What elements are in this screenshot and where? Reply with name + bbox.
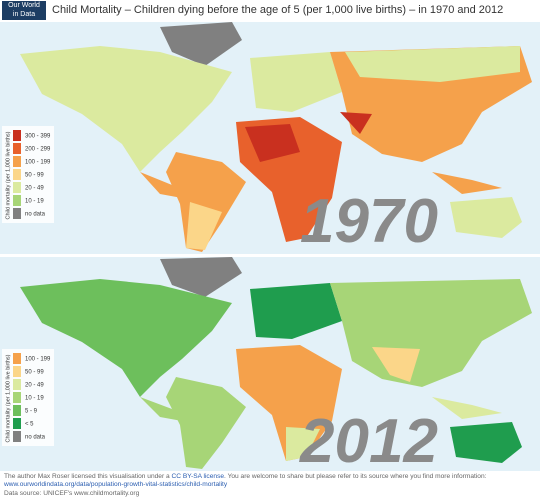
- legend-label: 100 - 199: [25, 160, 51, 166]
- legend-label: 200 - 299: [25, 147, 51, 153]
- legend-swatch: [13, 353, 21, 364]
- land: [160, 257, 242, 297]
- link[interactable]: www.ourworldindata.org/data/population-g…: [4, 481, 228, 489]
- legend: Child mortality (per 1,000 live births) 3…: [2, 126, 54, 223]
- logo-text: Our World: [8, 2, 40, 9]
- legend-label: 10 - 19: [25, 199, 44, 205]
- legend-label: no data: [25, 435, 46, 441]
- land: [245, 124, 300, 162]
- legend-swatch: [13, 392, 21, 403]
- land: [160, 22, 242, 66]
- footer-text: . You are welcome to share but please re…: [224, 473, 487, 480]
- legend-swatch: [13, 208, 21, 219]
- legend-title: Child mortality (per 1,000 live births): [5, 354, 11, 442]
- land: [20, 279, 232, 397]
- title: Child Mortality – Children dying before …: [52, 4, 504, 16]
- land: [340, 112, 372, 134]
- legend-swatch: [13, 156, 21, 167]
- legend-label: 50 - 99: [25, 173, 44, 179]
- land: [345, 46, 520, 82]
- land: [286, 427, 320, 461]
- land: [250, 52, 342, 112]
- land: [432, 172, 502, 194]
- legend-swatch: [13, 431, 21, 442]
- legend: Child mortality (per 1,000 live births) 1…: [2, 349, 54, 446]
- map: 2012 Child mortality (per 1,000 live bir…: [0, 257, 540, 471]
- legend-label: 50 - 99: [25, 370, 44, 376]
- land: [450, 197, 522, 238]
- header: Our World in Data Child Mortality – Child…: [0, 0, 540, 22]
- legend-label: 20 - 49: [25, 383, 44, 389]
- land: [186, 202, 222, 250]
- land: [166, 152, 246, 252]
- footer-line: The author Max Roser licensed this visua…: [4, 473, 536, 490]
- legend-label: 10 - 19: [25, 396, 44, 402]
- year: 1970: [300, 187, 438, 254]
- legend-swatch: [13, 130, 21, 141]
- legend-swatch: [13, 379, 21, 390]
- link[interactable]: CC BY-SA license: [171, 473, 225, 480]
- land: [372, 347, 420, 382]
- legend-swatch: [13, 405, 21, 416]
- legend-box: [2, 126, 54, 223]
- footer: The author Max Roser licensed this visua…: [4, 473, 536, 498]
- year: 2012: [299, 407, 438, 471]
- legend-label: 5 - 9: [25, 409, 38, 415]
- legend-label: 300 - 399: [25, 134, 51, 140]
- legend-swatch: [13, 143, 21, 154]
- legend-box: [2, 349, 54, 446]
- land: [140, 172, 182, 198]
- legend-label: 100 - 199: [25, 357, 51, 363]
- land: [166, 377, 246, 469]
- legend-title: Child mortality (per 1,000 live births): [5, 131, 11, 219]
- land: [450, 422, 522, 463]
- legend-label: < 5: [25, 422, 34, 428]
- footer-line: Data source: UNICEF's www.childmortality…: [4, 489, 140, 497]
- land: [432, 397, 502, 419]
- legend-label: 20 - 49: [25, 186, 44, 192]
- logo[interactable]: Our World in Data: [2, 1, 46, 20]
- logo-text: in Data: [12, 10, 36, 18]
- legend-swatch: [13, 195, 21, 206]
- map: 1970 Child mortality (per 1,000 live bir…: [0, 22, 540, 254]
- legend-swatch: [13, 366, 21, 377]
- legend-swatch: [13, 182, 21, 193]
- legend-swatch: [13, 169, 21, 180]
- legend-label: no data: [25, 212, 46, 218]
- land: [140, 397, 182, 421]
- footer-text: The author Max Roser licensed this visua…: [4, 473, 172, 480]
- land: [250, 283, 342, 339]
- legend-swatch: [13, 418, 21, 429]
- land: [20, 46, 232, 172]
